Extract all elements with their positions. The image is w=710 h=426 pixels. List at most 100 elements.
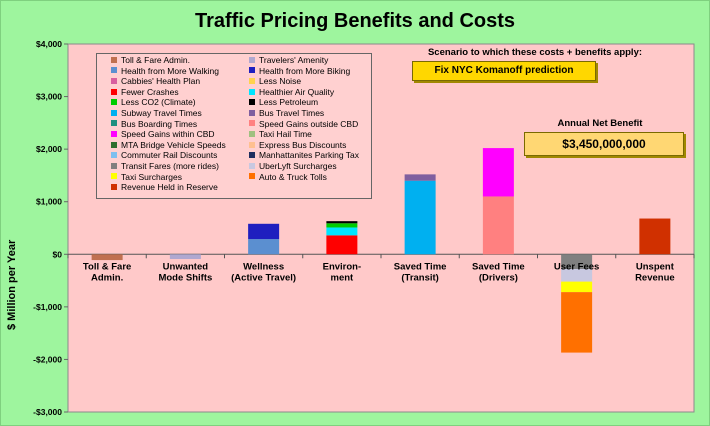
legend-label: Fewer Crashes	[121, 86, 179, 97]
legend-swatch	[111, 109, 117, 116]
y-tick-label: $1,000	[36, 197, 62, 207]
legend-label: Manhattanites Parking Tax	[259, 150, 360, 161]
bar-segment	[561, 269, 593, 282]
legend-swatch	[249, 67, 255, 74]
legend-label: Health from More Biking	[259, 65, 351, 76]
legend-label: Health from More Walking	[121, 65, 219, 76]
legend-item: Health from More Biking	[249, 66, 350, 77]
legend-item: Health from More Walking	[111, 66, 219, 77]
x-category-label: Wellness (Active Travel)	[231, 261, 296, 283]
legend-item: Commuter Rail Discounts	[111, 150, 217, 161]
chart-legend: Toll & Fare Admin. Travelers' Amenity Heal…	[96, 53, 372, 199]
legend-swatch	[111, 162, 117, 169]
legend-item: Manhattanites Parking Tax	[249, 150, 359, 161]
legend-swatch	[249, 130, 255, 137]
legend-label: Commuter Rail Discounts	[121, 150, 218, 161]
legend-label: Taxi Hail Time	[259, 129, 312, 140]
x-category-label: Unwanted Mode Shifts	[158, 261, 212, 283]
bar-segment	[248, 223, 280, 240]
legend-item: Less Petroleum	[249, 97, 318, 108]
legend-label: Auto & Truck Tolls	[259, 171, 327, 182]
legend-item: Toll & Fare Admin.	[111, 55, 190, 66]
x-category-label: User Fees	[554, 261, 599, 272]
bar-segment	[326, 235, 358, 255]
legend-item: Taxi Surcharges	[111, 172, 182, 183]
y-tick-label: -$3,000	[33, 407, 62, 417]
bar-segment	[404, 180, 436, 255]
legend-label: Less Petroleum	[259, 97, 319, 108]
legend-label: Transit Fares (more rides)	[121, 161, 219, 171]
bar-segment	[91, 254, 123, 261]
legend-item: Express Bus Discounts	[249, 140, 346, 151]
bar-segment	[326, 221, 358, 224]
legend-swatch	[249, 120, 255, 127]
legend-swatch	[249, 173, 255, 180]
y-tick-label: -$2,000	[33, 354, 62, 364]
legend-swatch	[249, 77, 255, 84]
y-tick-label: -$1,000	[33, 302, 62, 312]
legend-label: MTA Bridge Vehicle Speeds	[121, 139, 226, 150]
legend-swatch	[111, 56, 117, 63]
bar-segment	[169, 254, 201, 260]
legend-item: UberLyft Surcharges	[249, 161, 337, 172]
y-tick-label: $0	[53, 249, 63, 259]
legend-item: Auto & Truck Tolls	[249, 172, 327, 183]
bar-segment	[639, 218, 671, 255]
legend-label: Cabbies' Health Plan	[121, 76, 201, 87]
legend-item: Bus Boarding Times	[111, 119, 197, 130]
legend-item: Less CO2 (Climate)	[111, 97, 196, 108]
legend-item: Transit Fares (more rides)	[111, 161, 219, 172]
scenario-select-button[interactable]: Fix NYC Komanoff prediction	[412, 61, 596, 81]
legend-swatch	[249, 88, 255, 95]
legend-item: Bus Travel Times	[249, 108, 324, 119]
legend-item: Travelers' Amenity	[249, 55, 328, 66]
legend-swatch	[111, 88, 117, 95]
bar-segment	[482, 148, 514, 197]
legend-label: UberLyft Surcharges	[259, 161, 337, 171]
legend-swatch	[249, 152, 255, 159]
legend-swatch	[249, 162, 255, 169]
legend-label: Speed Gains within CBD	[121, 129, 215, 140]
legend-swatch	[111, 152, 117, 159]
legend-swatch	[111, 183, 117, 190]
legend-item: MTA Bridge Vehicle Speeds	[111, 140, 226, 151]
legend-swatch	[249, 141, 255, 148]
legend-label: Bus Boarding Times	[121, 118, 198, 129]
x-category-label: Saved Time (Transit)	[394, 261, 447, 283]
legend-item: Revenue Held in Reserve	[111, 182, 218, 193]
legend-swatch	[111, 173, 117, 180]
legend-item: Cabbies' Health Plan	[111, 76, 200, 87]
y-tick-label: $3,000	[36, 92, 62, 102]
legend-label: Healthier Air Quality	[259, 86, 335, 97]
legend-item: Taxi Hail Time	[249, 129, 312, 140]
net-benefit-value: $3,450,000,000	[524, 132, 684, 156]
bar-layer	[91, 148, 671, 353]
legend-label: Less Noise	[259, 76, 302, 87]
bar-segment	[561, 254, 593, 270]
bar-segment	[482, 196, 514, 255]
bar-segment	[404, 174, 436, 181]
legend-item: Subway Travel Times	[111, 108, 202, 119]
legend-swatch	[111, 67, 117, 74]
bar-segment	[326, 227, 358, 236]
x-category-label: Environ-ment	[323, 261, 362, 283]
y-tick-label: $4,000	[36, 39, 62, 49]
legend-item: Speed Gains within CBD	[111, 129, 215, 140]
chart-title: Traffic Pricing Benefits and Costs	[194, 10, 516, 32]
x-category-label: Unspent Revenue	[635, 261, 675, 283]
bar-segment	[561, 292, 593, 353]
legend-label: Revenue Held in Reserve	[121, 182, 218, 193]
legend-label: Subway Travel Times	[121, 108, 202, 118]
legend-item: Speed Gains outside CBD	[249, 119, 358, 130]
legend-swatch	[249, 99, 255, 106]
legend-swatch	[111, 120, 117, 127]
legend-swatch	[111, 141, 117, 148]
legend-item: Fewer Crashes	[111, 87, 179, 98]
legend-swatch	[249, 109, 255, 116]
legend-label: Express Bus Discounts	[259, 139, 347, 150]
legend-label: Taxi Surcharges	[121, 171, 182, 182]
legend-item: Healthier Air Quality	[249, 87, 334, 98]
x-category-label: Toll & Fare Admin.	[83, 261, 131, 283]
bar-segment	[561, 281, 593, 293]
legend-swatch	[249, 56, 255, 63]
